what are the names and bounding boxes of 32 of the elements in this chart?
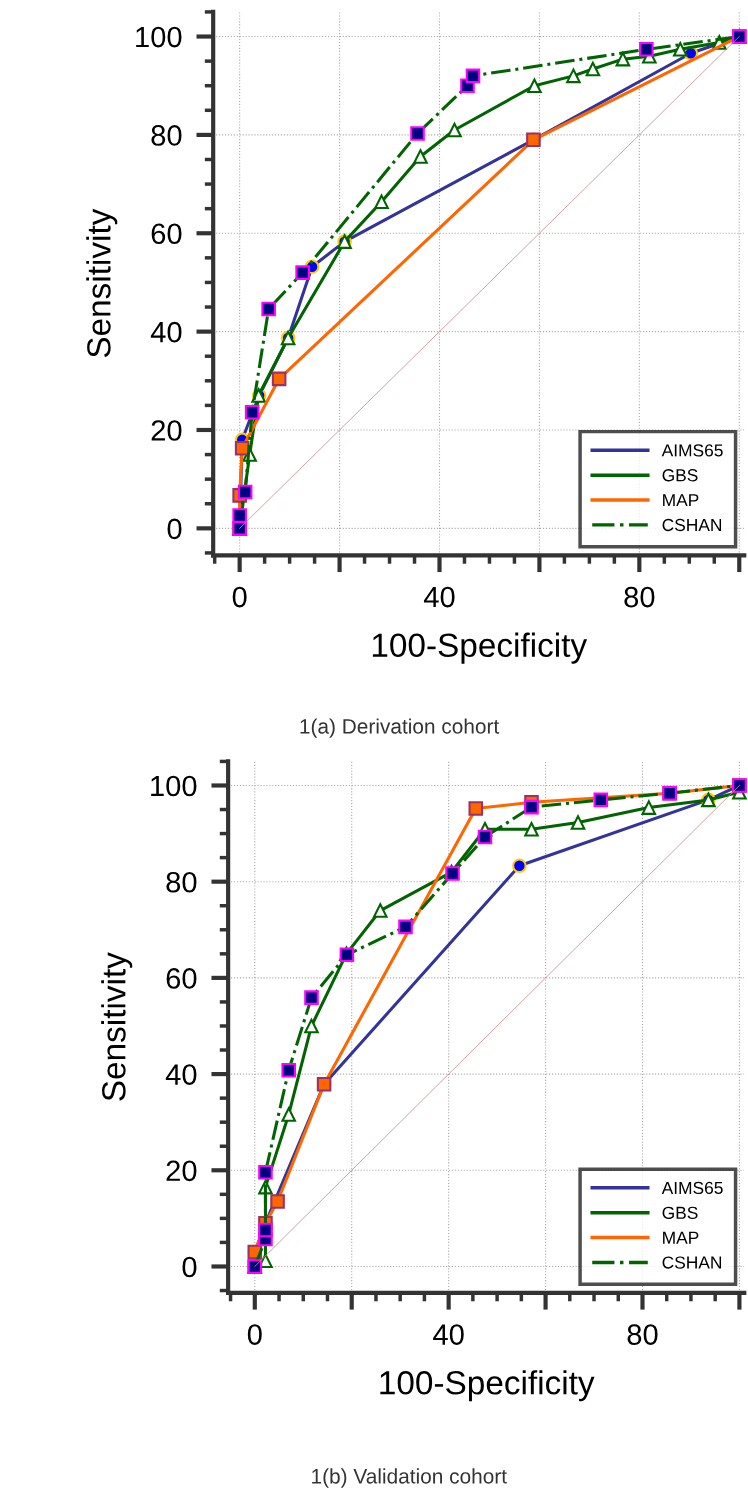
legend-label: MAP — [663, 1231, 699, 1244]
y-tick-label: 100 — [136, 26, 182, 48]
x-tick-label: 80 — [624, 586, 655, 608]
x-tick-label: 0 — [247, 1324, 262, 1345]
legend-label: CSHAN — [662, 518, 722, 532]
legend-label: AIMS65 — [661, 1181, 723, 1195]
legend-label: GBS — [662, 469, 698, 482]
legend-label: MAP — [663, 494, 699, 507]
x-tick-label: 80 — [627, 1324, 658, 1345]
y-tick-label: 0 — [182, 1256, 197, 1278]
y-tick-label: 0 — [167, 518, 182, 540]
x-tick-label: 40 — [423, 586, 455, 608]
legend-label: CSHAN — [662, 1256, 722, 1269]
y-tick-label: 100 — [151, 775, 197, 797]
y-tick-label: 20 — [151, 420, 182, 441]
y-tick-label: 60 — [166, 968, 197, 989]
y-tick-label: 80 — [151, 125, 182, 146]
text: 1(b) Validation cohort — [312, 1468, 507, 1488]
y-tick-label: 20 — [166, 1160, 197, 1182]
y-axis-title: Sensitivity — [101, 952, 133, 1101]
legend-label: AIMS65 — [661, 444, 723, 457]
x-tick-label: 40 — [433, 1324, 464, 1345]
y-tick-label: 40 — [165, 1064, 197, 1085]
legend-label: GBS — [662, 1206, 698, 1219]
text: 1(a) Derivation cohort — [300, 718, 500, 738]
x-axis-title: 100-Specificity — [380, 1370, 595, 1402]
x-tick-label: 0 — [232, 586, 247, 608]
x-axis-title: 100-Specificity — [372, 632, 588, 664]
y-tick-label: 40 — [150, 321, 182, 343]
y-axis-title: Sensitivity — [86, 208, 118, 358]
y-tick-label: 60 — [151, 223, 182, 245]
y-tick-label: 80 — [166, 871, 197, 893]
